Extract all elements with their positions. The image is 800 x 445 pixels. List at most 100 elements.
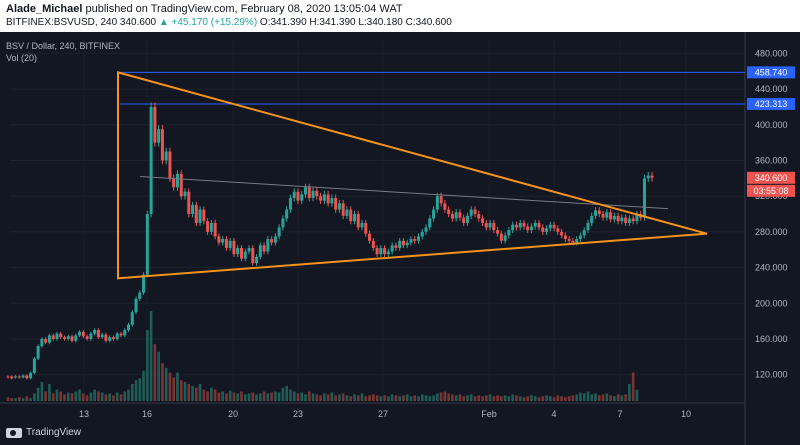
candle-body	[145, 214, 149, 275]
candle	[32, 357, 36, 375]
volume-bar	[97, 391, 100, 401]
price-label-bg	[747, 97, 795, 110]
volume-bar	[142, 370, 145, 401]
volume-bar	[605, 393, 609, 401]
candle	[25, 374, 29, 380]
candle	[601, 210, 605, 221]
candle-body	[417, 236, 421, 241]
candle	[198, 206, 202, 227]
candlestick-chart[interactable]: 120.000160.000200.000240.000280.000320.0…	[0, 32, 800, 445]
candle-body	[352, 214, 356, 222]
volume-bar	[597, 395, 601, 401]
candle	[93, 328, 97, 336]
candle-body	[74, 335, 78, 341]
candle-body	[160, 129, 164, 161]
candle	[533, 219, 537, 230]
candle	[650, 171, 654, 182]
candle	[40, 337, 44, 348]
brand-text: TradingView	[26, 427, 82, 438]
volume-bar	[402, 395, 405, 401]
candle-body	[432, 209, 436, 219]
candle	[74, 333, 78, 343]
volume-bar	[349, 396, 353, 401]
chart-panel[interactable]: 120.000160.000200.000240.000280.000320.0…	[0, 32, 800, 445]
volume-bar	[240, 391, 243, 401]
volume-bar	[33, 393, 36, 401]
candle-body	[330, 197, 334, 204]
volume-bar	[157, 351, 160, 401]
candle	[104, 332, 108, 343]
candle	[85, 334, 89, 341]
author-name[interactable]: Alade_Michael	[6, 3, 83, 15]
countdown-label: 03:55:08	[747, 184, 795, 197]
volume-bar	[6, 397, 10, 401]
price-tick-label: 280.000	[755, 227, 788, 237]
volume-bar	[496, 395, 499, 401]
volume-bar	[206, 391, 209, 401]
volume-bar	[289, 389, 292, 401]
price-label-text: 340.600	[755, 173, 788, 183]
candle	[597, 207, 601, 218]
candle-body	[499, 233, 503, 241]
volume-bar	[372, 394, 375, 401]
candle-body	[59, 333, 63, 338]
candle	[488, 219, 492, 231]
volume-bar	[368, 395, 371, 401]
candle-body	[251, 247, 255, 264]
volume-bar	[451, 394, 454, 401]
candle	[123, 328, 127, 338]
candle-body	[511, 224, 515, 231]
candle-body	[179, 173, 183, 197]
volume-bar	[549, 396, 552, 401]
volume-bar	[537, 397, 541, 401]
volume-bar	[436, 393, 439, 401]
candle-body	[473, 209, 477, 215]
candle-body	[187, 191, 191, 215]
candle	[462, 214, 466, 227]
candle	[624, 214, 628, 227]
volume-bar	[503, 395, 507, 401]
candle	[115, 331, 119, 341]
candle-body	[326, 194, 330, 204]
candle	[337, 199, 341, 213]
price-tick-label: 400.000	[755, 120, 788, 130]
candle-body	[285, 209, 289, 219]
candle	[236, 245, 240, 257]
volume-bar	[443, 391, 447, 401]
volume-bar	[522, 397, 526, 401]
candle	[492, 219, 496, 234]
candle	[413, 236, 417, 244]
candle	[375, 245, 379, 257]
candle-body	[96, 330, 100, 338]
candle	[458, 209, 462, 221]
candle-body	[503, 235, 507, 241]
candle-body	[635, 214, 639, 222]
trendline	[139, 176, 669, 210]
price-label: 340.600	[747, 171, 795, 184]
volume-bar	[85, 395, 89, 401]
candle	[304, 183, 308, 198]
volume-bar	[575, 394, 578, 401]
candle	[81, 330, 85, 339]
candle-body	[17, 376, 21, 378]
candle-body	[175, 173, 179, 188]
candle	[469, 206, 473, 220]
volume-bar	[213, 389, 217, 401]
candle-body	[172, 178, 176, 188]
volume-bar	[567, 396, 571, 401]
candle	[424, 224, 428, 235]
candle	[266, 236, 270, 255]
volume-bar	[292, 391, 296, 401]
volume-bar	[296, 393, 300, 401]
volume-bar	[112, 395, 115, 401]
candle	[443, 199, 447, 213]
candle	[62, 335, 66, 341]
volume-bar	[202, 389, 206, 401]
volume-bar	[255, 394, 258, 401]
time-tick-label: 13	[79, 409, 89, 419]
volume-bar	[413, 395, 417, 401]
candle	[243, 248, 247, 262]
candle-body	[221, 239, 225, 243]
candle-body	[552, 224, 556, 229]
volume-bar	[635, 389, 639, 401]
